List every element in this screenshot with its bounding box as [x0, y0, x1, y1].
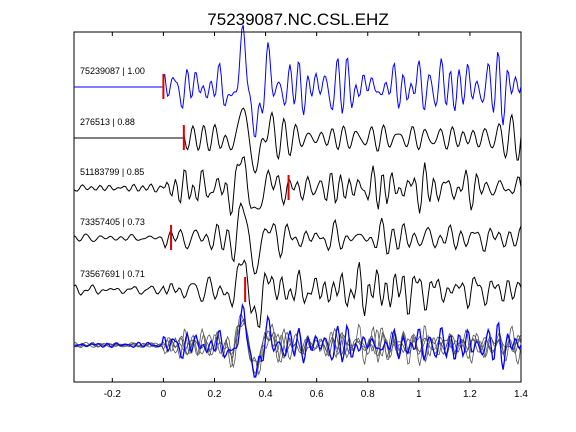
trace-waveform	[183, 107, 522, 174]
x-tick-label: 1.4	[514, 389, 528, 400]
stacked-traces	[73, 302, 522, 379]
trace: 75239087 | 1.00	[74, 24, 522, 138]
trace-waveform	[163, 24, 522, 138]
x-tick-label: 1	[416, 389, 422, 400]
trace-group: 75239087 | 1.00 276513 | 0.88 51183799 | 0…	[73, 24, 522, 329]
trace: 51183799 | 0.85	[73, 156, 522, 217]
stacked-waveform	[73, 302, 522, 379]
trace: 73567691 | 0.71	[73, 259, 522, 329]
trace: 276513 | 0.88	[74, 107, 522, 174]
trace-label: 75239087 | 1.00	[80, 66, 145, 76]
trace-waveform	[73, 156, 522, 217]
trace-label: 73567691 | 0.71	[80, 269, 145, 279]
trace-label: 276513 | 0.88	[80, 117, 135, 127]
chart-title: 75239087.NC.CSL.EHZ	[207, 10, 388, 29]
trace-waveform	[73, 259, 522, 329]
stacked-waveform	[73, 318, 522, 368]
x-tick-label: 0.8	[361, 389, 375, 400]
x-tick-label: 0	[161, 389, 167, 400]
x-tick-label: 0.4	[259, 389, 273, 400]
trace-waveform	[73, 201, 522, 275]
trace: 73357405 | 0.73	[73, 201, 522, 275]
plot-frame	[73, 31, 522, 383]
x-tick-label: 0.2	[208, 389, 222, 400]
x-axis: -0.2 0 0.2 0.4 0.6 0.8 1 1.2 1.4	[104, 32, 528, 400]
x-tick-label: 0.6	[310, 389, 324, 400]
x-tick-label: -0.2	[104, 389, 122, 400]
trace-label: 51183799 | 0.85	[80, 167, 144, 177]
x-tick-label: 1.2	[463, 389, 477, 400]
trace-label: 73357405 | 0.73	[80, 217, 145, 227]
